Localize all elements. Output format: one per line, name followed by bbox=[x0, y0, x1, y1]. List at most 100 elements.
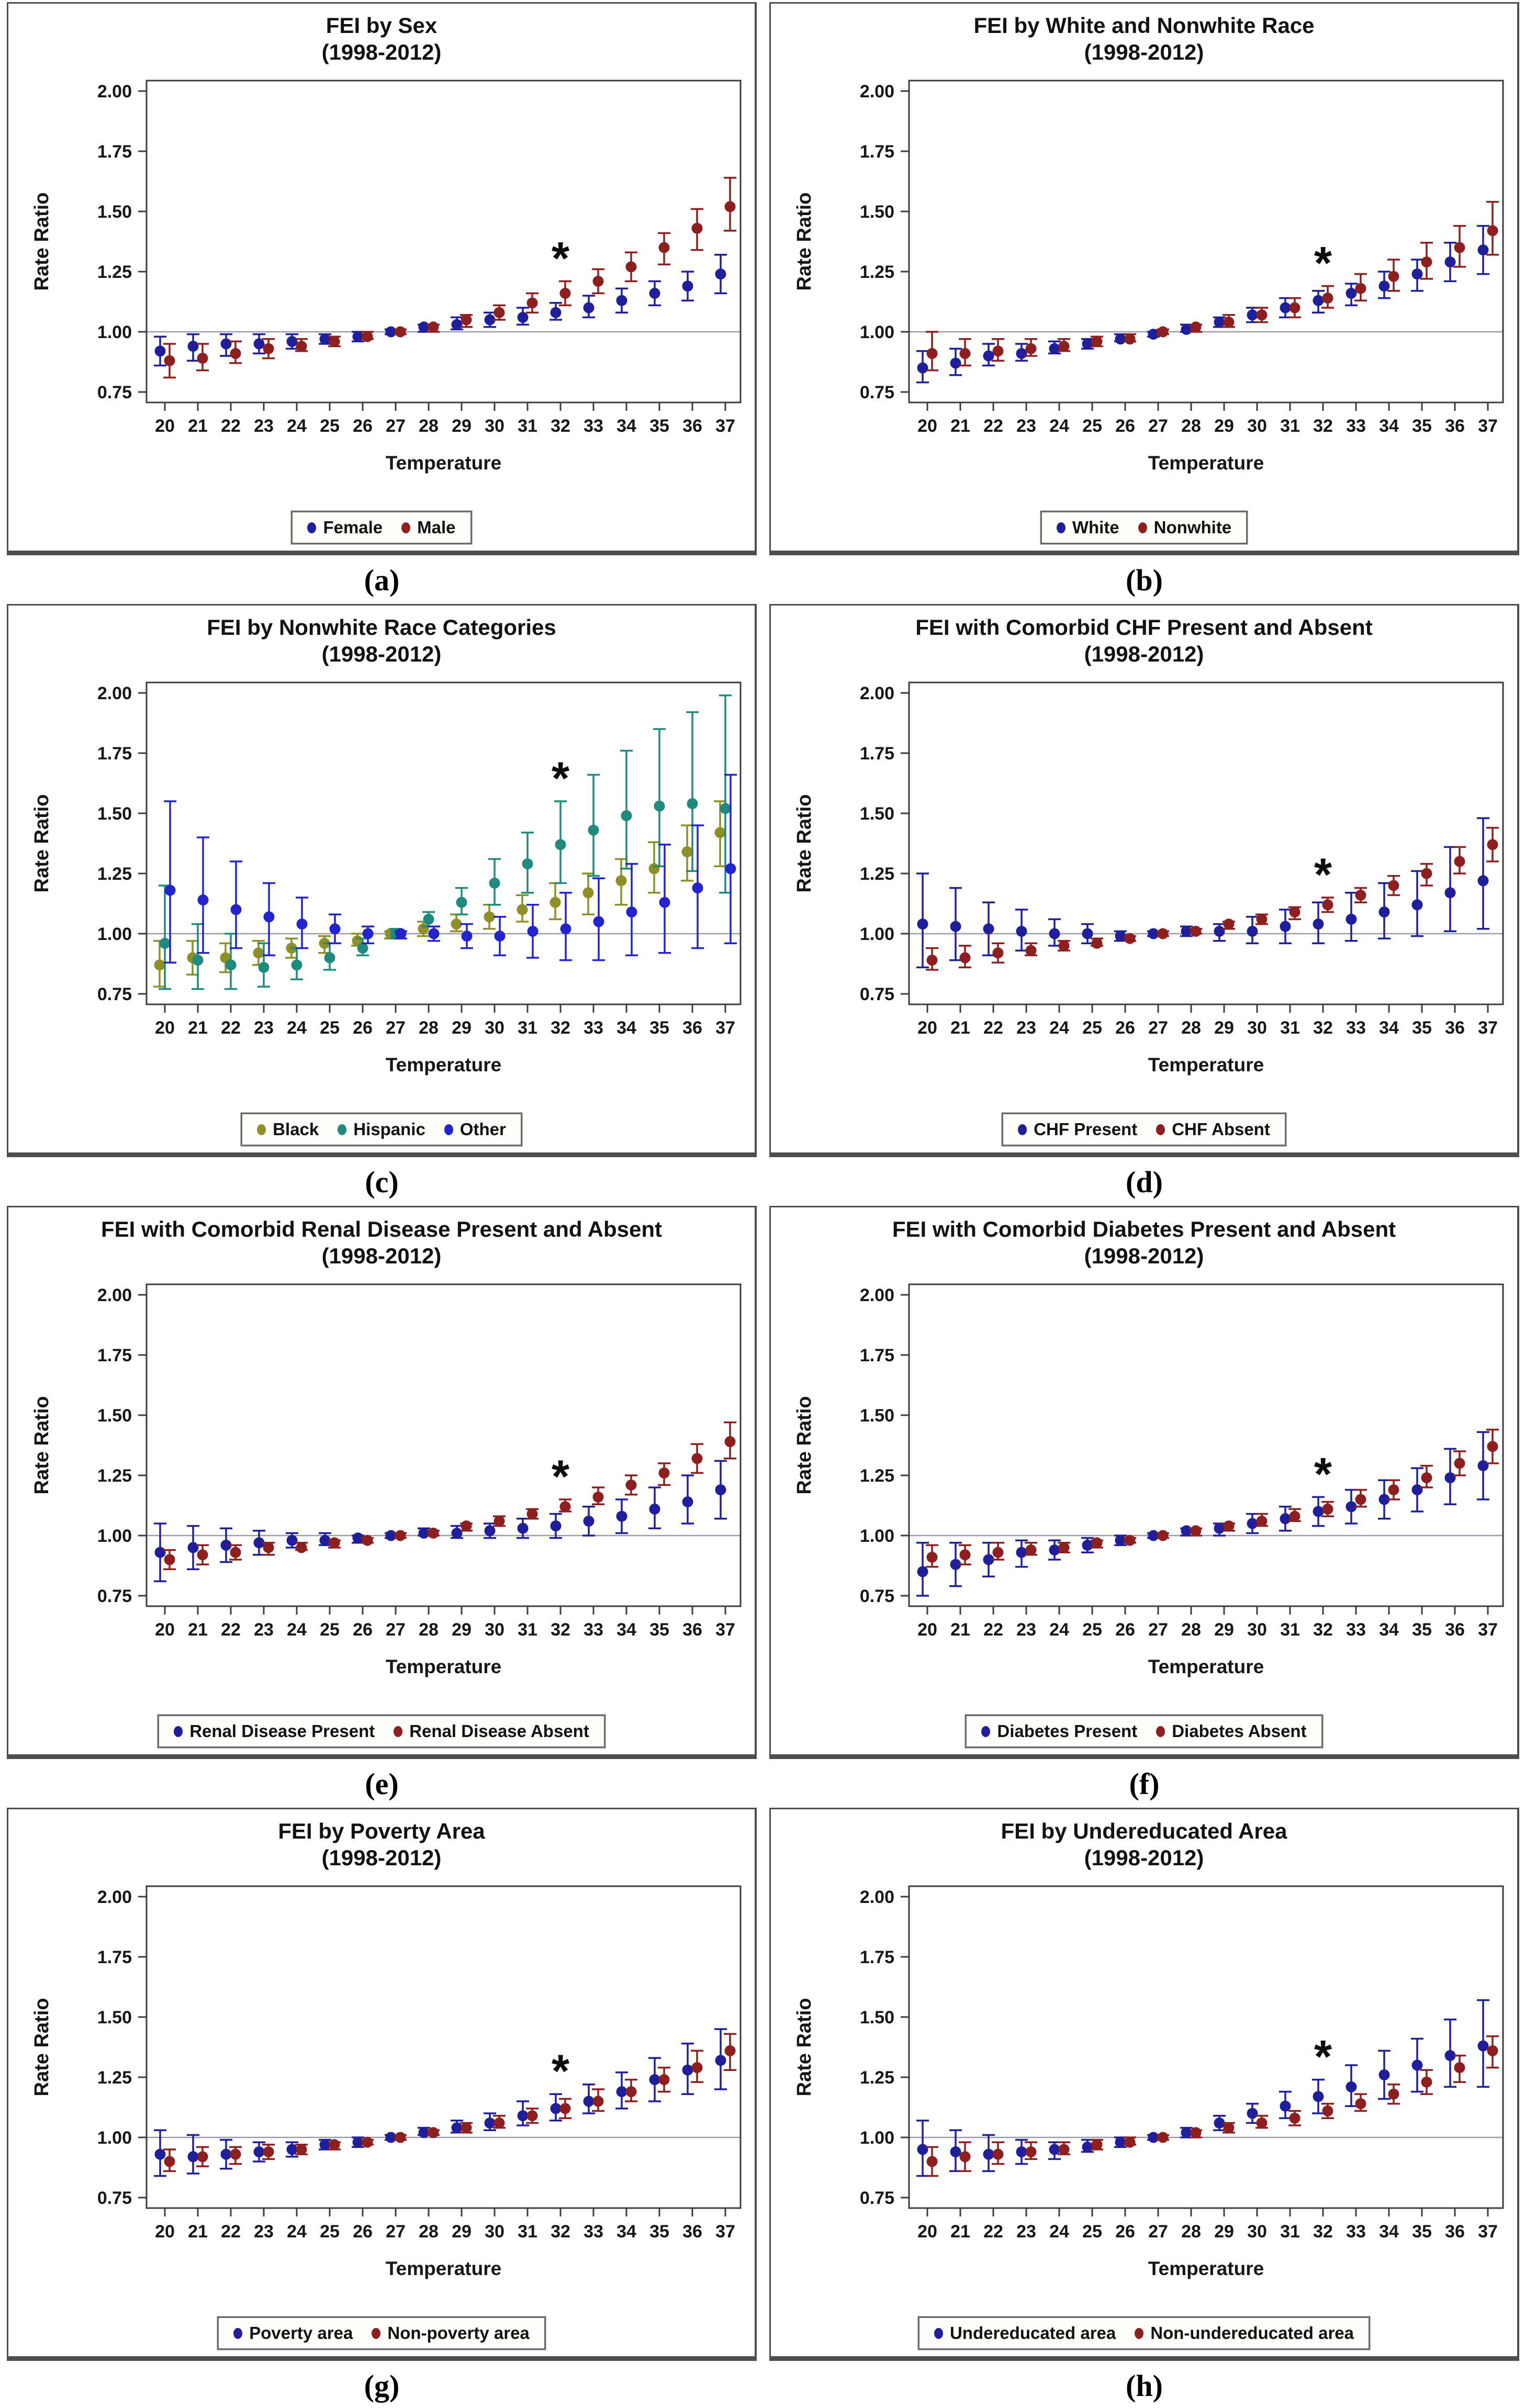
legend-item-non-undereducated-area: Non-undereducated area bbox=[1135, 2323, 1354, 2343]
significance-asterisk: * bbox=[1314, 237, 1332, 289]
plot-frame bbox=[145, 681, 742, 1005]
legend-item-diabetes-present: Diabetes Present bbox=[981, 1721, 1137, 1741]
svg-text:22: 22 bbox=[221, 2222, 241, 2242]
svg-text:1.50: 1.50 bbox=[97, 202, 132, 222]
series-diabetes-absent bbox=[926, 1429, 1499, 1569]
svg-text:28: 28 bbox=[419, 1018, 439, 1038]
chart-svg-a: 0.75 1.00 1.25 1.50 1.75 2.00 20 21 22 23 24 25 26 27… bbox=[31, 80, 742, 474]
chart-title-line2: (1998-2012) bbox=[321, 40, 442, 65]
legend-label: Hispanic bbox=[353, 1119, 425, 1139]
svg-text:1.00: 1.00 bbox=[97, 322, 132, 342]
chart-title-line1: FEI by White and Nonwhite Race bbox=[973, 13, 1315, 38]
svg-text:37: 37 bbox=[1478, 1620, 1498, 1640]
legend-item-chf-present: CHF Present bbox=[1018, 1119, 1137, 1139]
panel-caption-g: (g) bbox=[364, 2369, 400, 2403]
svg-text:1.00: 1.00 bbox=[97, 2128, 132, 2148]
svg-text:28: 28 bbox=[419, 1620, 439, 1640]
svg-text:27: 27 bbox=[386, 2222, 406, 2242]
svg-text:22: 22 bbox=[983, 416, 1003, 436]
svg-text:28: 28 bbox=[1181, 1620, 1201, 1640]
svg-text:2.00: 2.00 bbox=[860, 1285, 894, 1305]
svg-text:22: 22 bbox=[983, 2222, 1003, 2242]
legend-label: Male bbox=[417, 518, 456, 537]
panel-caption-f: (f) bbox=[1129, 1767, 1160, 1801]
svg-text:22: 22 bbox=[221, 1018, 241, 1038]
series-nonwhite bbox=[926, 201, 1499, 372]
panel-g: FEI by Poverty Area (1998-2012) 0.75 1.00… bbox=[6, 1808, 757, 2403]
panel-box-h: FEI by Undereducated Area (1998-2012) 0.… bbox=[769, 1808, 1519, 2361]
cell-e: FEI with Comorbid Renal Disease Present … bbox=[0, 1204, 762, 1806]
series-non-poverty-area bbox=[163, 2033, 736, 2172]
svg-text:1.25: 1.25 bbox=[860, 2068, 894, 2088]
svg-text:26: 26 bbox=[1115, 2222, 1135, 2242]
panel-caption-b: (b) bbox=[1126, 563, 1163, 598]
legend-label: Diabetes Present bbox=[997, 1721, 1138, 1741]
svg-text:21: 21 bbox=[188, 2222, 208, 2242]
series-hispanic bbox=[159, 695, 732, 991]
svg-text:26: 26 bbox=[1115, 1018, 1135, 1038]
y-axis-title: Rate Ratio bbox=[793, 1396, 815, 1495]
svg-text:1.25: 1.25 bbox=[97, 2068, 132, 2088]
svg-text:28: 28 bbox=[419, 416, 439, 436]
cell-f: FEI with Comorbid Diabetes Present and A… bbox=[762, 1204, 1525, 1806]
series-chf-absent bbox=[926, 827, 1499, 971]
legend-item-other: Other bbox=[444, 1119, 506, 1139]
chart-title-e: FEI with Comorbid Renal Disease Present … bbox=[101, 1216, 662, 1269]
svg-text:0.75: 0.75 bbox=[860, 383, 894, 402]
svg-text:24: 24 bbox=[1049, 1620, 1069, 1640]
y-axis: 0.75 1.00 1.25 1.50 1.75 2.00 bbox=[860, 1887, 909, 2208]
x-axis-title: Temperature bbox=[386, 2258, 501, 2279]
svg-text:35: 35 bbox=[649, 1018, 669, 1038]
chart-svg-c: 0.75 1.00 1.25 1.50 1.75 2.00 20 21 22 23 24 25 26 27… bbox=[31, 681, 742, 1076]
svg-text:26: 26 bbox=[353, 2222, 373, 2242]
svg-text:26: 26 bbox=[353, 1620, 373, 1640]
svg-text:31: 31 bbox=[1280, 2222, 1300, 2242]
svg-text:32: 32 bbox=[551, 1620, 570, 1640]
chart-title-line2: (1998-2012) bbox=[321, 1845, 442, 1871]
panel-box-a: FEI by Sex (1998-2012) 0.75 1.00 1.25 1.50 1… bbox=[7, 2, 757, 556]
chart-svg-e: 0.75 1.00 1.25 1.50 1.75 2.00 20 21 22 23 24 25 26 27… bbox=[31, 1283, 742, 1677]
x-axis: 20 21 22 23 24 25 26 27 28 29 30 31 32 33 34 35 36 37 bbox=[155, 2208, 735, 2242]
x-axis: 20 21 22 23 24 25 26 27 28 29 30 31 32 33 34 35 36 37 bbox=[155, 1606, 735, 1640]
legend-dot-icon bbox=[444, 1124, 453, 1135]
svg-text:32: 32 bbox=[551, 2222, 570, 2242]
svg-text:28: 28 bbox=[419, 2222, 439, 2242]
svg-text:27: 27 bbox=[1148, 2222, 1168, 2242]
x-axis-title: Temperature bbox=[386, 1656, 501, 1677]
svg-text:36: 36 bbox=[1445, 1620, 1465, 1640]
svg-text:2.00: 2.00 bbox=[97, 684, 132, 703]
svg-text:1.25: 1.25 bbox=[860, 1466, 894, 1486]
svg-text:29: 29 bbox=[452, 416, 472, 436]
svg-text:2.00: 2.00 bbox=[97, 82, 132, 102]
svg-text:23: 23 bbox=[1016, 416, 1036, 436]
svg-text:2.00: 2.00 bbox=[860, 1887, 894, 1907]
svg-text:32: 32 bbox=[1313, 1018, 1333, 1038]
svg-text:30: 30 bbox=[1247, 1620, 1267, 1640]
svg-text:31: 31 bbox=[1280, 1018, 1300, 1038]
svg-text:20: 20 bbox=[917, 2222, 937, 2242]
svg-text:25: 25 bbox=[320, 2222, 340, 2242]
svg-text:20: 20 bbox=[917, 1620, 937, 1640]
svg-text:0.75: 0.75 bbox=[97, 984, 132, 1004]
cell-b: FEI by White and Nonwhite Race (1998-201… bbox=[762, 0, 1525, 602]
svg-text:30: 30 bbox=[485, 416, 504, 436]
svg-text:24: 24 bbox=[287, 416, 307, 436]
legend-dot-icon bbox=[233, 2327, 243, 2339]
plot-frame bbox=[908, 80, 1504, 404]
significance-asterisk: * bbox=[1314, 2031, 1332, 2082]
svg-text:0.75: 0.75 bbox=[860, 984, 894, 1004]
plot-frame bbox=[145, 1283, 742, 1607]
x-axis: 20 21 22 23 24 25 26 27 28 29 30 31 32 33 34 35 36 37 bbox=[155, 1004, 735, 1038]
svg-text:37: 37 bbox=[1478, 2222, 1498, 2242]
svg-text:24: 24 bbox=[287, 1018, 307, 1038]
x-axis: 20 21 22 23 24 25 26 27 28 29 30 31 32 33 34 35 36 37 bbox=[917, 402, 1498, 436]
svg-text:21: 21 bbox=[188, 416, 208, 436]
svg-text:1.75: 1.75 bbox=[97, 744, 132, 764]
svg-text:37: 37 bbox=[1478, 1018, 1498, 1038]
legend-dot-icon bbox=[1056, 522, 1066, 533]
svg-text:29: 29 bbox=[1214, 2222, 1234, 2242]
svg-text:36: 36 bbox=[682, 1018, 702, 1038]
panel-box-g: FEI by Poverty Area (1998-2012) 0.75 1.00… bbox=[7, 1808, 757, 2361]
chart-title-line2: (1998-2012) bbox=[1084, 1244, 1204, 1269]
